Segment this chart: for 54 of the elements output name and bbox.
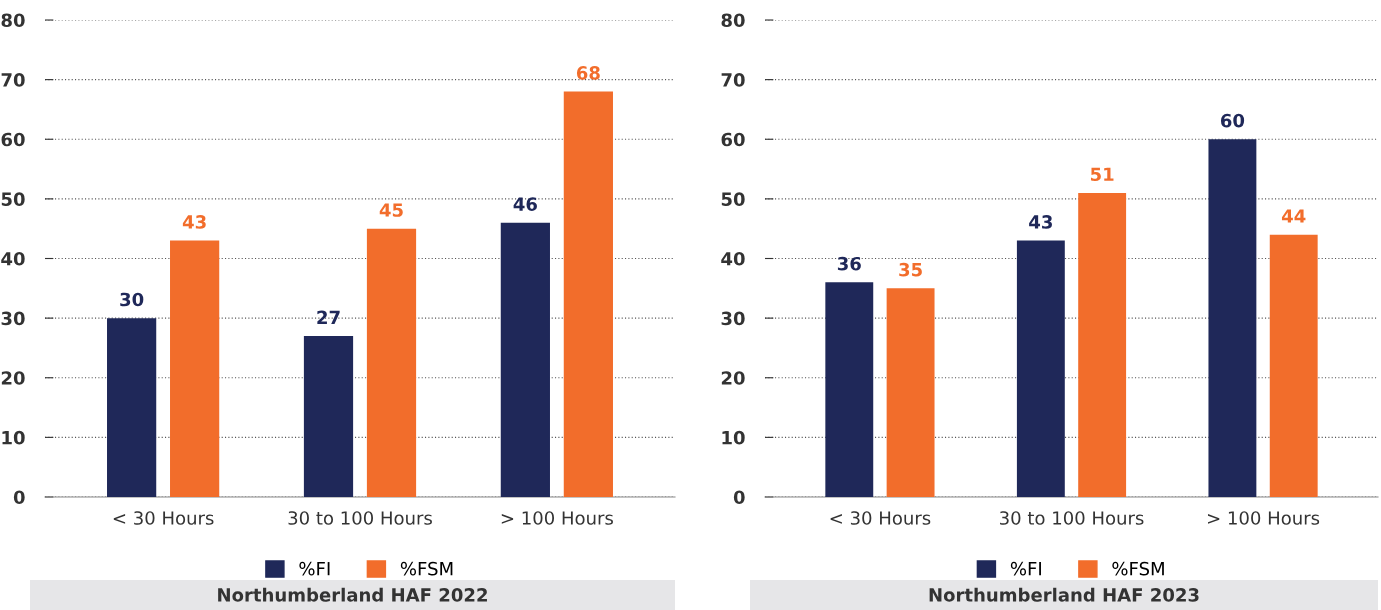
bar [1078,192,1127,497]
y-tick-label: 50 [721,192,745,206]
bar [825,282,874,497]
bar [563,91,613,497]
x-tick-label: < 30 Hours [113,511,214,525]
legend-label: %FSM [400,561,453,576]
text: Northumberland HAF 2023 [929,587,1199,602]
data-label: 27 [317,310,340,324]
x-tick-label: 30 to 100 Hours [288,511,432,525]
bar [886,288,935,497]
bar [1208,139,1257,497]
y-tick-label: 0 [733,490,745,505]
x-tick-label: 30 to 100 Hours [1000,511,1144,525]
data-label: 30 [120,292,144,307]
y-tick-label: 0 [13,490,25,505]
bar [366,228,417,497]
data-label: 43 [1029,215,1052,229]
data-label: 51 [1090,167,1114,182]
legend-label: %FSM [1112,561,1164,576]
bar [1016,240,1065,497]
y-tick-label: 60 [1,132,25,147]
bar [500,222,550,497]
bar [107,318,157,497]
y-tick-label: 20 [1,371,25,385]
data-label: 35 [899,262,922,277]
data-label: 43 [182,215,206,229]
x-tick-label: > 100 Hours [501,511,613,525]
x-tick-label: < 30 Hours [830,511,931,525]
y-tick-label: 20 [721,371,745,385]
y-tick-label: 30 [721,311,745,326]
y-tick-label: 40 [1,251,25,266]
bar [303,336,354,497]
y-tick-label: 50 [1,192,25,206]
data-label: 60 [1220,113,1245,128]
data-label: 36 [837,256,861,271]
y-tick-label: 70 [1,73,25,87]
data-label: 44 [1281,209,1306,223]
legend-label: %FI [1010,561,1041,576]
data-label: 45 [379,203,403,217]
legend-label: %FI [299,561,330,576]
y-tick-label: 10 [722,430,745,445]
data-label: 68 [576,66,600,80]
x-tick-label: > 100 Hours [1207,511,1320,525]
y-tick-label: 70 [721,73,745,87]
bar [170,240,220,497]
text: Northumberland HAF 2022 [218,587,487,602]
bar [1269,234,1318,497]
y-tick-label: 80 [721,13,745,28]
y-tick-label: 40 [721,251,745,266]
y-tick-label: 30 [1,311,25,326]
data-label: 46 [513,197,537,211]
y-tick-label: 60 [721,132,745,147]
y-tick-label: 80 [1,13,25,28]
y-tick-label: 10 [2,430,25,445]
